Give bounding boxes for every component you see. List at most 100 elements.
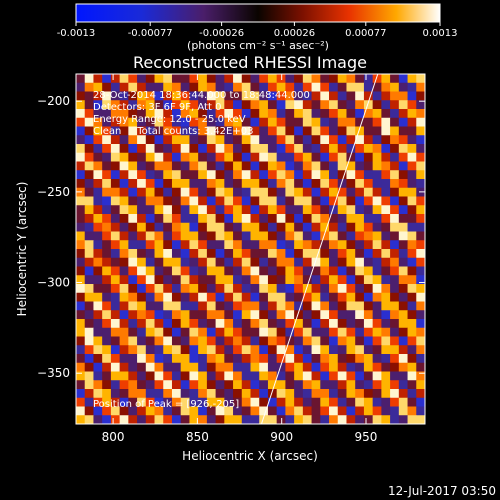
heatmap-cell bbox=[119, 135, 129, 145]
heatmap-cell bbox=[84, 415, 94, 424]
heatmap-cell bbox=[390, 126, 400, 136]
heatmap-cell bbox=[137, 144, 147, 154]
heatmap-cell bbox=[294, 187, 304, 197]
heatmap-cell bbox=[110, 284, 121, 294]
heatmap-cell bbox=[145, 222, 155, 232]
heatmap-cell bbox=[128, 362, 138, 372]
heatmap-cell bbox=[285, 389, 295, 399]
heatmap-cell bbox=[267, 214, 278, 224]
heatmap-cell bbox=[198, 100, 208, 110]
heatmap-cell bbox=[119, 380, 129, 390]
heatmap-cell bbox=[302, 249, 312, 259]
heatmap-cell bbox=[180, 371, 190, 381]
heatmap-cell bbox=[276, 82, 286, 92]
heatmap-cell bbox=[233, 205, 243, 215]
heatmap-cell bbox=[171, 327, 182, 337]
heatmap-cell bbox=[84, 354, 94, 364]
heatmap-cell bbox=[145, 205, 155, 215]
heatmap-cell bbox=[416, 196, 425, 206]
heatmap-cell bbox=[407, 336, 417, 346]
heatmap-cell bbox=[198, 126, 208, 136]
heatmap-cell bbox=[363, 275, 374, 285]
heatmap-cell bbox=[407, 257, 417, 267]
heatmap-cell bbox=[363, 345, 374, 355]
heatmap-cell bbox=[381, 266, 391, 276]
heatmap-cell bbox=[294, 284, 304, 294]
heatmap-cell bbox=[145, 266, 155, 276]
heatmap-cell bbox=[102, 380, 112, 390]
heatmap-cell bbox=[337, 179, 347, 189]
heatmap-cell bbox=[119, 397, 129, 407]
heatmap-cell bbox=[329, 406, 339, 416]
heatmap-cell bbox=[84, 170, 94, 180]
heatmap-cell bbox=[145, 214, 155, 224]
heatmap-cell bbox=[346, 362, 356, 372]
heatmap-cell bbox=[276, 152, 286, 162]
heatmap-cell bbox=[180, 214, 190, 224]
heatmap-cell bbox=[363, 336, 374, 346]
heatmap-cell bbox=[224, 301, 234, 311]
heatmap-cell bbox=[250, 100, 260, 110]
heatmap-cell bbox=[346, 179, 356, 189]
heatmap-cell bbox=[329, 152, 339, 162]
heatmap-cell bbox=[163, 231, 173, 241]
heatmap-cell bbox=[329, 345, 339, 355]
heatmap-cell bbox=[259, 222, 269, 232]
heatmap-cell bbox=[294, 345, 304, 355]
heatmap-cell bbox=[189, 82, 199, 92]
heatmap-cell bbox=[206, 231, 217, 241]
heatmap-cell bbox=[398, 371, 408, 381]
heatmap-cell bbox=[407, 179, 417, 189]
heatmap-cell bbox=[137, 91, 147, 101]
heatmap-cell bbox=[398, 415, 408, 424]
heatmap-cell bbox=[224, 109, 234, 119]
heatmap-cell bbox=[84, 266, 94, 276]
heatmap-cell bbox=[110, 214, 121, 224]
heatmap-cell bbox=[381, 257, 391, 267]
heatmap-cell bbox=[224, 292, 234, 302]
heatmap-cell bbox=[250, 310, 260, 320]
heatmap-cell bbox=[346, 135, 356, 145]
heatmap-cell bbox=[363, 144, 374, 154]
heatmap-cell bbox=[128, 135, 138, 145]
heatmap-cell bbox=[180, 249, 190, 259]
heatmap-cell bbox=[407, 222, 417, 232]
heatmap-cell bbox=[241, 310, 251, 320]
heatmap-cell bbox=[189, 91, 199, 101]
heatmap-cell bbox=[119, 214, 129, 224]
heatmap-cell bbox=[372, 126, 382, 136]
heatmap-cell bbox=[363, 187, 374, 197]
heatmap-cell bbox=[233, 362, 243, 372]
heatmap-cell bbox=[163, 371, 173, 381]
heatmap-cell bbox=[241, 336, 251, 346]
heatmap-cell bbox=[276, 135, 286, 145]
heatmap-cell bbox=[407, 301, 417, 311]
heatmap-cell bbox=[102, 205, 112, 215]
heatmap-cell bbox=[233, 389, 243, 399]
heatmap-cell bbox=[241, 196, 251, 206]
heatmap-cell bbox=[267, 196, 278, 206]
heatmap-cell bbox=[285, 214, 295, 224]
heatmap-cell bbox=[390, 380, 400, 390]
heatmap-cell bbox=[320, 100, 330, 110]
heatmap-cell bbox=[372, 301, 382, 311]
heatmap-cell bbox=[171, 170, 182, 180]
heatmap-cell bbox=[250, 231, 260, 241]
heatmap-cell bbox=[346, 231, 356, 241]
heatmap-cell bbox=[171, 187, 182, 197]
heatmap-cell bbox=[250, 397, 260, 407]
heatmap-cell bbox=[259, 117, 269, 127]
heatmap-cell bbox=[407, 74, 417, 84]
heatmap-cell bbox=[206, 117, 217, 127]
heatmap-cell bbox=[311, 257, 321, 267]
heatmap-cell bbox=[381, 144, 391, 154]
heatmap-cell bbox=[311, 380, 321, 390]
heatmap-cell bbox=[233, 117, 243, 127]
heatmap-cell bbox=[390, 327, 400, 337]
heatmap-cell bbox=[163, 100, 173, 110]
heatmap-cell bbox=[320, 397, 330, 407]
heatmap-cell bbox=[259, 292, 269, 302]
heatmap-cell bbox=[285, 371, 295, 381]
heatmap-cell bbox=[372, 327, 382, 337]
heatmap-cell bbox=[180, 292, 190, 302]
